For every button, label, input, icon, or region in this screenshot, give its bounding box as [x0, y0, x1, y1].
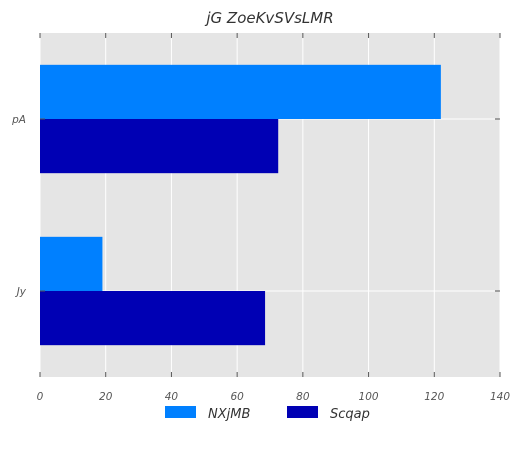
legend-swatch-Scqap — [287, 406, 318, 418]
bars — [40, 64, 441, 346]
bar-NXjMB-Jy — [40, 236, 103, 291]
legend-label: Scqap — [330, 407, 370, 422]
x-tick-label: 0 — [37, 391, 44, 403]
x-tick-labels: 0 20 40 60 80 100 120 140 — [37, 391, 511, 403]
x-tick-label: 120 — [424, 391, 444, 403]
axis-ticks — [39, 33, 501, 377]
chart-title: jG ZoeKvSVsLMR — [204, 9, 333, 27]
y-tick-label: pA — [11, 114, 26, 126]
bar-NXjMB-pA — [40, 64, 441, 119]
x-tick-label: 20 — [99, 391, 113, 403]
x-tick-label: 60 — [230, 391, 244, 403]
x-tick-label: 100 — [359, 391, 379, 403]
x-tick-label: 80 — [296, 391, 310, 403]
y-tick-label: Jy — [15, 286, 27, 298]
y-tick-labels: pA Jy — [11, 114, 27, 298]
x-tick-label: 140 — [490, 391, 510, 403]
x-tick-label: 40 — [165, 391, 179, 403]
bar-Scqap-Jy — [40, 291, 266, 346]
legend-label: NXjMB — [208, 407, 250, 422]
legend: NXjMB Scqap — [165, 406, 370, 422]
legend-swatch-NXjMB — [165, 406, 196, 418]
bar-Scqap-pA — [40, 119, 279, 174]
